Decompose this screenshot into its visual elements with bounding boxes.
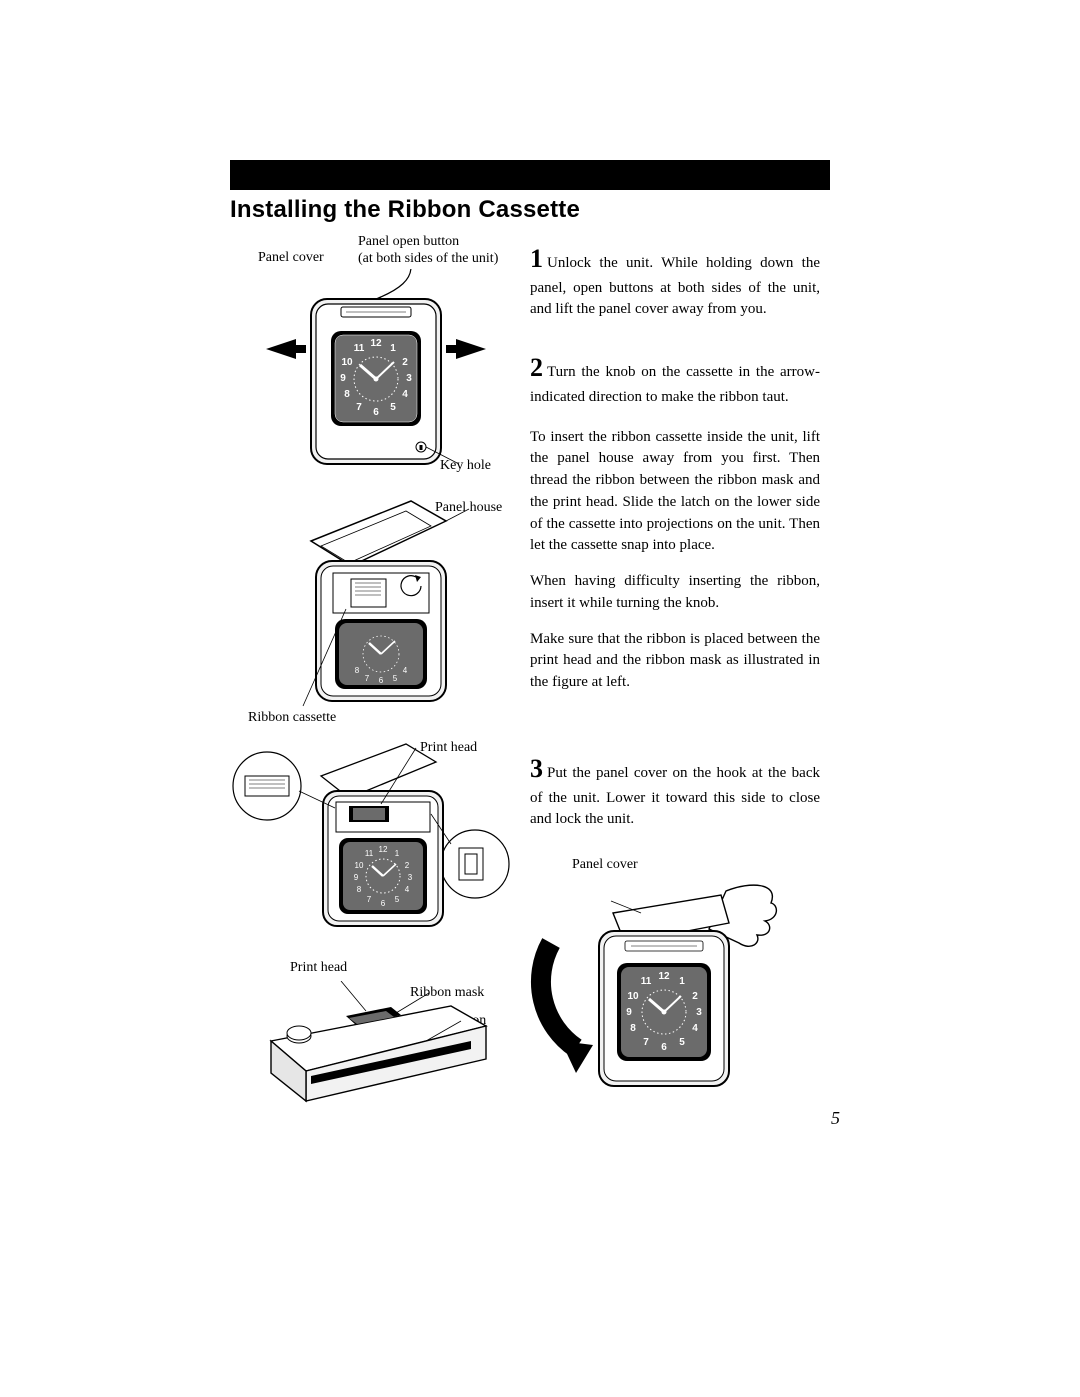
step-2-text-a: Turn the knob on the cassette in the arr… [530,364,820,405]
label-panel-open-button: Panel open button (at both sides of the … [358,234,498,268]
label-panel-cover: Panel cover [258,250,324,267]
svg-text:10: 10 [627,991,639,1002]
svg-text:2: 2 [402,357,408,368]
step-number-1: 1 [530,240,543,278]
svg-text:11: 11 [641,976,652,987]
label-key-hole: Key hole [440,458,491,475]
step-number-3: 3 [530,750,543,788]
svg-text:8: 8 [357,885,362,894]
figure-closing-panel: 12 1 2 3 4 5 6 7 8 9 10 11 [520,872,810,1104]
svg-text:4: 4 [692,1023,698,1034]
step-2-text-d: Make sure that the ribbon is placed betw… [530,629,820,694]
svg-text:12: 12 [370,338,382,349]
svg-text:8: 8 [630,1023,636,1034]
step-number-2: 2 [530,349,543,387]
step-3: 3Put the panel cover on the hook at the … [530,750,820,831]
figures-column: Panel cover Panel open button (at both s… [230,240,510,1140]
page-title: Installing the Ribbon Cassette [230,196,830,224]
svg-text:10: 10 [341,357,353,368]
svg-text:9: 9 [354,873,359,882]
figure-print-head-detail: 1212 345 678 91011 [230,735,512,957]
label-text: (at both sides of the unit) [358,251,498,266]
svg-text:10: 10 [355,861,364,870]
svg-text:2: 2 [405,861,410,870]
step-2-text-c: When having difficulty inserting the rib… [530,571,820,615]
svg-text:12: 12 [658,971,670,982]
svg-text:6: 6 [381,899,386,908]
figure-panel-house-open: 678 54 [270,490,492,712]
svg-text:3: 3 [406,373,412,384]
svg-text:3: 3 [696,1007,702,1018]
step-1: 1Unlock the unit. While holding down the… [530,240,820,321]
label-text: Panel open button [358,234,459,249]
instructions-column: 1Unlock the unit. While holding down the… [530,240,820,1098]
svg-text:7: 7 [365,674,370,683]
svg-text:9: 9 [340,373,346,384]
svg-text:5: 5 [395,895,400,904]
svg-text:7: 7 [367,895,372,904]
svg-text:1: 1 [679,976,685,987]
svg-text:4: 4 [403,666,408,675]
svg-text:6: 6 [661,1042,667,1053]
step-2-text-b: To insert the ribbon cassette inside the… [530,427,820,558]
header-bar [230,160,830,190]
svg-text:6: 6 [379,676,384,685]
svg-text:5: 5 [390,402,396,413]
step-1-text: Unlock the unit. While holding down the … [530,255,820,317]
svg-text:1: 1 [390,343,396,354]
svg-text:4: 4 [405,885,410,894]
svg-text:8: 8 [344,389,350,400]
svg-text:11: 11 [354,343,365,354]
page-number: 5 [831,1108,840,1129]
svg-text:12: 12 [379,845,388,854]
svg-text:7: 7 [643,1037,649,1048]
svg-text:4: 4 [402,389,408,400]
svg-text:5: 5 [393,674,398,683]
svg-text:11: 11 [365,849,374,858]
svg-text:1: 1 [395,849,400,858]
svg-text:6: 6 [373,407,379,418]
figure-closed-unit: 12 1 2 3 4 5 6 7 8 9 10 11 [260,268,492,480]
svg-text:7: 7 [356,402,362,413]
svg-text:5: 5 [679,1037,685,1048]
figure-ribbon-cassette [250,980,512,1122]
step-2: 2Turn the knob on the cassette in the ar… [530,349,820,408]
svg-text:9: 9 [626,1007,632,1018]
svg-text:2: 2 [692,991,698,1002]
manual-page: Installing the Ribbon Cassette Panel cov… [230,160,830,240]
label-ribbon-cassette: Ribbon cassette [248,710,336,727]
step-3-text: Put the panel cover on the hook at the b… [530,765,820,827]
svg-text:3: 3 [408,873,413,882]
label-print-head-lower: Print head [290,960,347,977]
svg-text:8: 8 [355,666,360,675]
